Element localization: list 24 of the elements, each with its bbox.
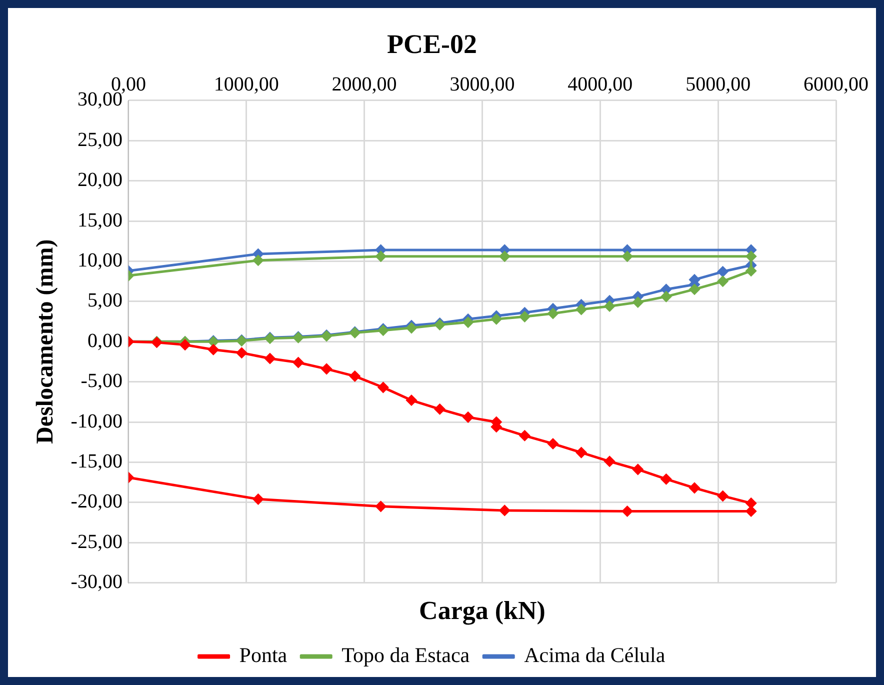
y-axis-title: Deslocamento (mm) [32, 239, 59, 444]
y-tick-label: 0,00 [87, 330, 122, 352]
y-tick-label: -15,00 [70, 450, 122, 472]
x-tick-label: 1000,00 [214, 74, 279, 96]
x-tick-label: 4000,00 [568, 74, 633, 96]
y-tick-label: -20,00 [70, 490, 122, 513]
y-tick-label: -5,00 [80, 370, 122, 392]
x-tick-label: 3000,00 [450, 74, 515, 96]
y-tick-label: -30,00 [70, 571, 122, 594]
legend-label: Acima da Célula [524, 643, 666, 668]
x-tick-label: 6000,00 [804, 74, 868, 96]
y-tick-label: -10,00 [70, 410, 122, 432]
y-tick-label: 5,00 [87, 290, 122, 312]
x-axis-title: Carga (kN) [419, 596, 546, 626]
y-tick-label: 25,00 [77, 128, 122, 151]
y-tick-label: -25,00 [70, 530, 122, 553]
y-tick-label: 20,00 [77, 169, 122, 192]
y-tick-label: 15,00 [77, 209, 122, 232]
chart-title: PCE-02 [387, 29, 477, 60]
x-tick-label: 2000,00 [332, 74, 397, 96]
legend-label: Topo da Estaca [342, 643, 470, 668]
x-tick-label: 5000,00 [686, 74, 751, 96]
legend-label: Ponta [239, 643, 288, 668]
y-tick-label: 10,00 [77, 249, 122, 272]
